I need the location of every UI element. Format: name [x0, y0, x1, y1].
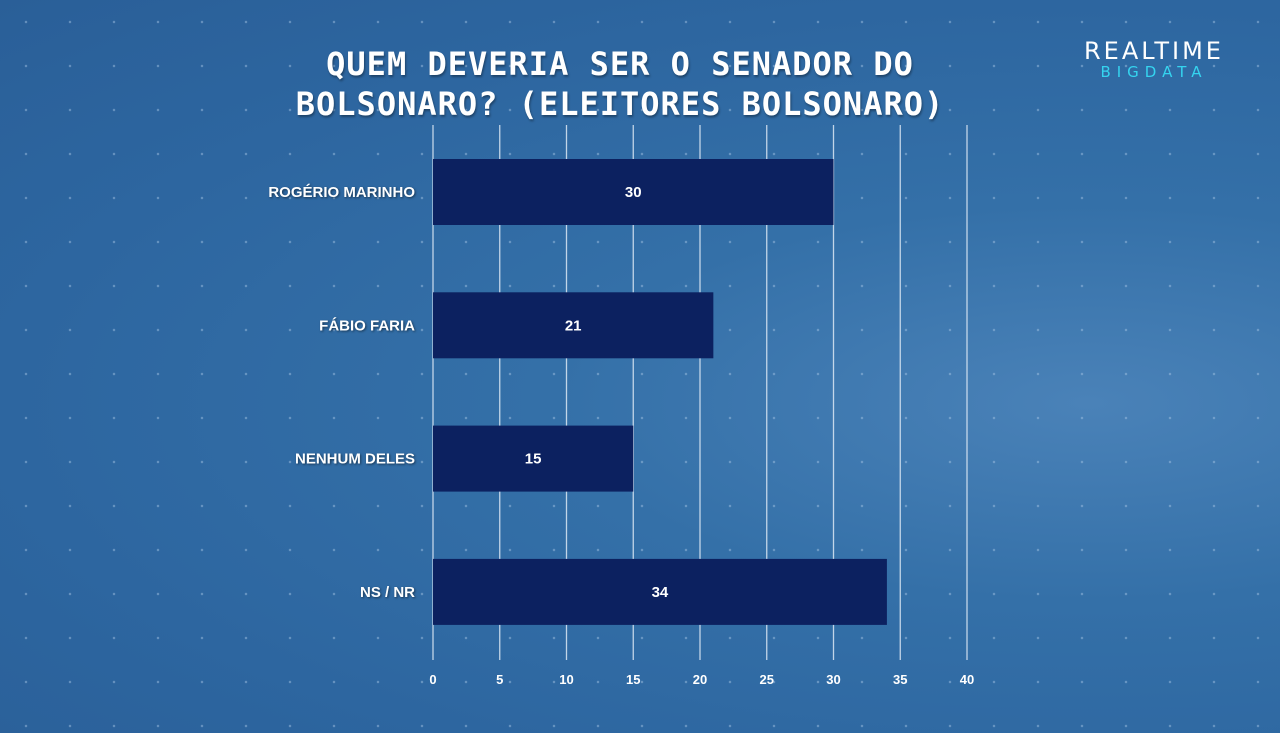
- bar: [433, 558, 887, 625]
- bar-value-label: 15: [525, 451, 542, 468]
- bar-value-label: 30: [625, 184, 642, 201]
- x-tick-label: 30: [826, 672, 840, 687]
- x-tick-label: 0: [429, 672, 436, 687]
- title-line-1: QUEM DEVERIA SER O SENADOR DO: [326, 45, 914, 83]
- category-label: NS / NR: [360, 584, 415, 601]
- x-tick-label: 15: [626, 672, 640, 687]
- bar: [433, 159, 834, 225]
- title-line-2: BOLSONARO? (ELEITORES BOLSONARO): [295, 85, 945, 123]
- category-label: NENHUM DELES: [295, 451, 415, 468]
- x-tick-label: 5: [496, 672, 503, 687]
- bar-value-label: 34: [652, 584, 669, 601]
- logo-line-2: BIGDATA: [1100, 63, 1208, 81]
- x-tick-label: 25: [760, 672, 774, 687]
- x-tick-label: 40: [960, 672, 974, 687]
- x-tick-label: 35: [893, 672, 907, 687]
- bar-value-label: 21: [565, 317, 582, 334]
- logo-line-1: REALTIME: [1084, 37, 1224, 65]
- chart-title: QUEM DEVERIA SER O SENADOR DO BOLSONARO?…: [240, 44, 1000, 124]
- realtime-bigdata-logo: REALTIME BIGDATA: [1084, 38, 1224, 80]
- bar: [433, 292, 714, 359]
- category-label: FÁBIO FARIA: [319, 317, 415, 334]
- x-tick-label: 10: [559, 672, 573, 687]
- bar: [433, 425, 634, 492]
- x-tick-label: 20: [693, 672, 707, 687]
- category-label: ROGÉRIO MARINHO: [268, 184, 415, 201]
